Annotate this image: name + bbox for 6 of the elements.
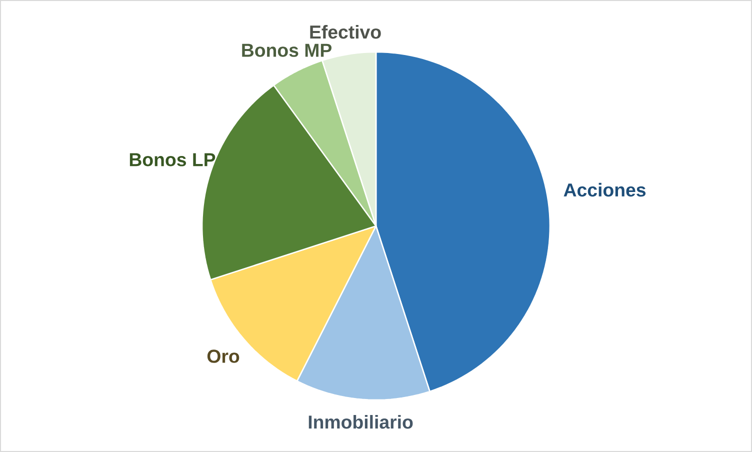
slice-label: Acciones <box>564 182 646 197</box>
slice-label: Bonos MP <box>242 44 332 57</box>
slice-label: Efectivo <box>310 24 381 39</box>
slice-label: Inmobiliario <box>308 415 413 429</box>
slice-label: Bonos LP <box>130 153 216 166</box>
slice-label: Oro <box>207 350 240 363</box>
